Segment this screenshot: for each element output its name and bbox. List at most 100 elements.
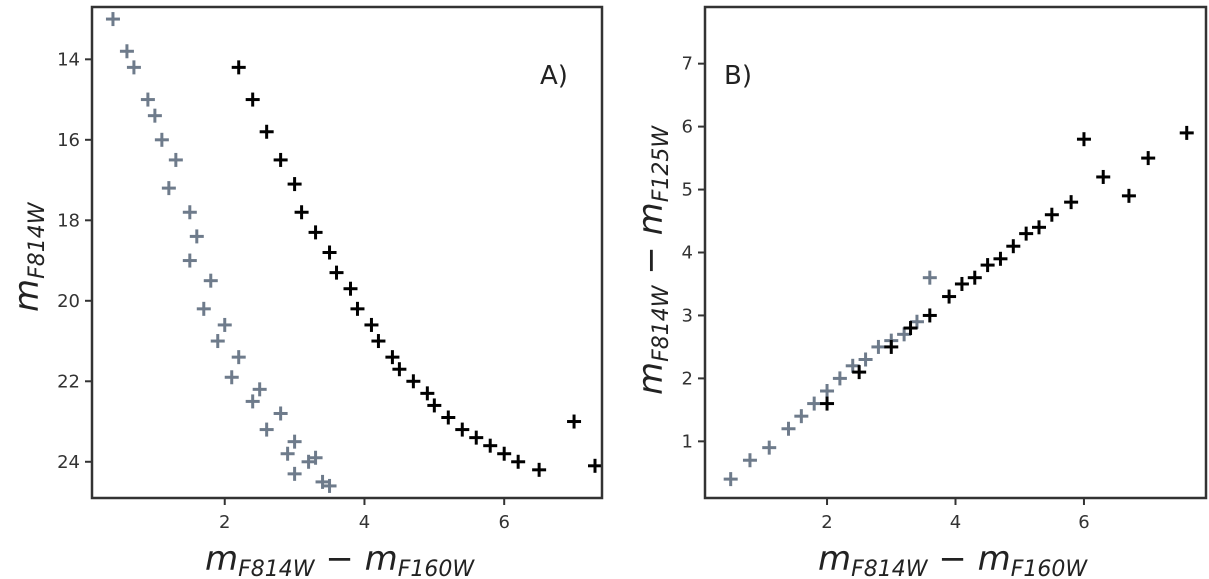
panel-a-y-tick-label: 14 xyxy=(57,49,80,70)
panel-a-series-1-point xyxy=(154,132,169,147)
panel-a-series-1-point xyxy=(245,394,260,409)
panel-a-series-1-point xyxy=(182,205,197,220)
panel-a-y-tick-label: 16 xyxy=(57,130,80,151)
panel-b-y-axis-label: mF814W − mF125W xyxy=(631,125,674,395)
panel-a-series-1-point xyxy=(203,273,218,288)
panel-a-y-tick-label: 20 xyxy=(57,291,80,312)
panel-a-series-2-point xyxy=(406,374,421,389)
panel-a-series-1-point xyxy=(210,334,225,349)
panel-a-series-2-point xyxy=(392,362,407,377)
panel-b-label: B) xyxy=(724,61,752,91)
panel-b-x-tick-label: 4 xyxy=(950,512,961,533)
panel-a-series-2-point xyxy=(294,205,309,220)
panel-b-series-2-point xyxy=(967,270,982,285)
panel-a-series-2-point xyxy=(497,446,512,461)
panel-a-series-1-point xyxy=(217,317,232,332)
panel-b-series-2-point xyxy=(993,251,1008,266)
panel-a-series-2-point xyxy=(469,430,484,445)
panel-a-y-tick-label: 18 xyxy=(57,210,80,231)
panel-b-series-1-point xyxy=(807,396,822,411)
panel-a-series-1-point xyxy=(280,446,295,461)
panel-a-series-1-point xyxy=(161,181,176,196)
panel-a-x-tick-label: 6 xyxy=(498,512,509,533)
panel-a-series-2-point xyxy=(427,398,442,413)
panel-b-series-2-point xyxy=(1006,239,1021,254)
panel-a-series-1-point xyxy=(224,370,239,385)
panel-b-points xyxy=(723,125,1194,487)
panel-a-series-1-point xyxy=(126,60,141,75)
panel-b-series-2-point xyxy=(1032,220,1046,235)
panel-a-series-2-point xyxy=(259,124,274,139)
panel-a-series-2-point xyxy=(455,422,470,437)
panel-a-x-axis-label: mF814W − mF160W xyxy=(205,539,475,579)
panel-a-label: A) xyxy=(540,61,568,91)
panel-b-y-tick-label: 2 xyxy=(682,368,693,389)
panel-a-y-tick-label: 24 xyxy=(57,452,80,473)
panel-a-series-1-point xyxy=(287,434,302,449)
panel-a-series-2-point xyxy=(350,301,365,316)
panel-a-series-1-point xyxy=(252,382,267,397)
panel-b-series-2-point xyxy=(980,258,995,273)
panel-b-y-tick-label: 4 xyxy=(682,243,693,264)
panel-a-series-1-point xyxy=(308,450,323,465)
panel-b-series-2-point xyxy=(1121,188,1136,203)
panel-a-y-axis-label: mF814W xyxy=(7,201,50,312)
panel-b-series-2-point xyxy=(1141,151,1156,166)
panel-b-series-1-point xyxy=(897,327,912,342)
panel-b-series-1-point xyxy=(909,314,924,329)
panel-a-points xyxy=(105,12,603,493)
panel-a-series-1-point xyxy=(168,152,183,167)
panel-b-series-1-point xyxy=(781,421,796,436)
panel-a-series-2-point xyxy=(245,92,260,107)
panel-a-series-2-point xyxy=(567,414,582,429)
panel-b-series-2-point xyxy=(922,308,937,323)
panel-b-series-1-point xyxy=(820,383,835,398)
panel-b-series-1-point xyxy=(723,472,738,487)
panel-b-series-1-point xyxy=(922,270,937,285)
panel-a-x-tick-label: 2 xyxy=(219,512,230,533)
panel-b-series-2-point xyxy=(1064,195,1079,210)
panel-a-series-2-point xyxy=(343,281,358,296)
panel-b-series-2-point xyxy=(942,289,957,304)
panel-a-y-ticks: 14 16 18 20 22 24 xyxy=(57,49,92,473)
panel-b-series-2-point xyxy=(1019,226,1034,241)
panel-b-y-tick-label: 6 xyxy=(682,117,693,138)
panel-a-series-2-point xyxy=(532,462,547,477)
panel-a-series-1-point xyxy=(182,253,197,268)
panel-a-series-1-point xyxy=(147,108,162,123)
panel-b-y-ticks: 1 2 3 4 5 6 7 xyxy=(682,54,705,452)
panel-a-series-1-point xyxy=(119,44,134,59)
panel-b-frame xyxy=(703,5,1208,500)
panel-b-x-ticks: 2 4 6 xyxy=(821,498,1090,533)
panel-b-y-tick-label: 3 xyxy=(682,305,693,326)
panel-b-series-1-point xyxy=(762,440,777,455)
panel-b-x-tick-label: 2 xyxy=(821,512,832,533)
panel-a-series-2-point xyxy=(364,317,379,332)
panel-b-series-2-point xyxy=(884,339,899,354)
panel-a-series-2-point xyxy=(329,265,344,280)
panel-b-series-2-point xyxy=(1179,125,1194,140)
panel-b: 1 2 3 4 5 6 7 2 4 6 B) mF814W − mF160W mF814W − … xyxy=(631,5,1208,579)
panel-b-series-1-point xyxy=(794,409,809,424)
panel-a-series-2-point xyxy=(385,350,400,365)
panel-a-series-2-point xyxy=(483,438,498,453)
panel-a-x-ticks: 2 4 6 xyxy=(219,498,510,533)
panel-a-x-tick-label: 4 xyxy=(359,512,370,533)
panel-a-series-1-point xyxy=(322,478,337,493)
panel-b-x-axis-label: mF814W − mF160W xyxy=(818,539,1088,579)
panel-b-series-2-point xyxy=(1076,132,1091,147)
panel-a-series-1-point xyxy=(189,229,204,244)
panel-b-series-2-point xyxy=(903,321,918,336)
panel-b-series-2-point xyxy=(1044,207,1059,222)
panel-b-series-1-point xyxy=(845,358,860,373)
panel-a-series-1-point xyxy=(140,92,155,107)
panel-b-series-1-point xyxy=(871,339,886,354)
panel-a-series-2-point xyxy=(322,245,337,260)
panel-b-y-tick-label: 7 xyxy=(682,54,693,75)
panel-a-series-1-point xyxy=(105,12,120,27)
panel-a-series-2-point xyxy=(420,386,435,401)
panel-b-series-1-point xyxy=(832,371,847,386)
panel-a-series-2-point xyxy=(441,410,456,425)
